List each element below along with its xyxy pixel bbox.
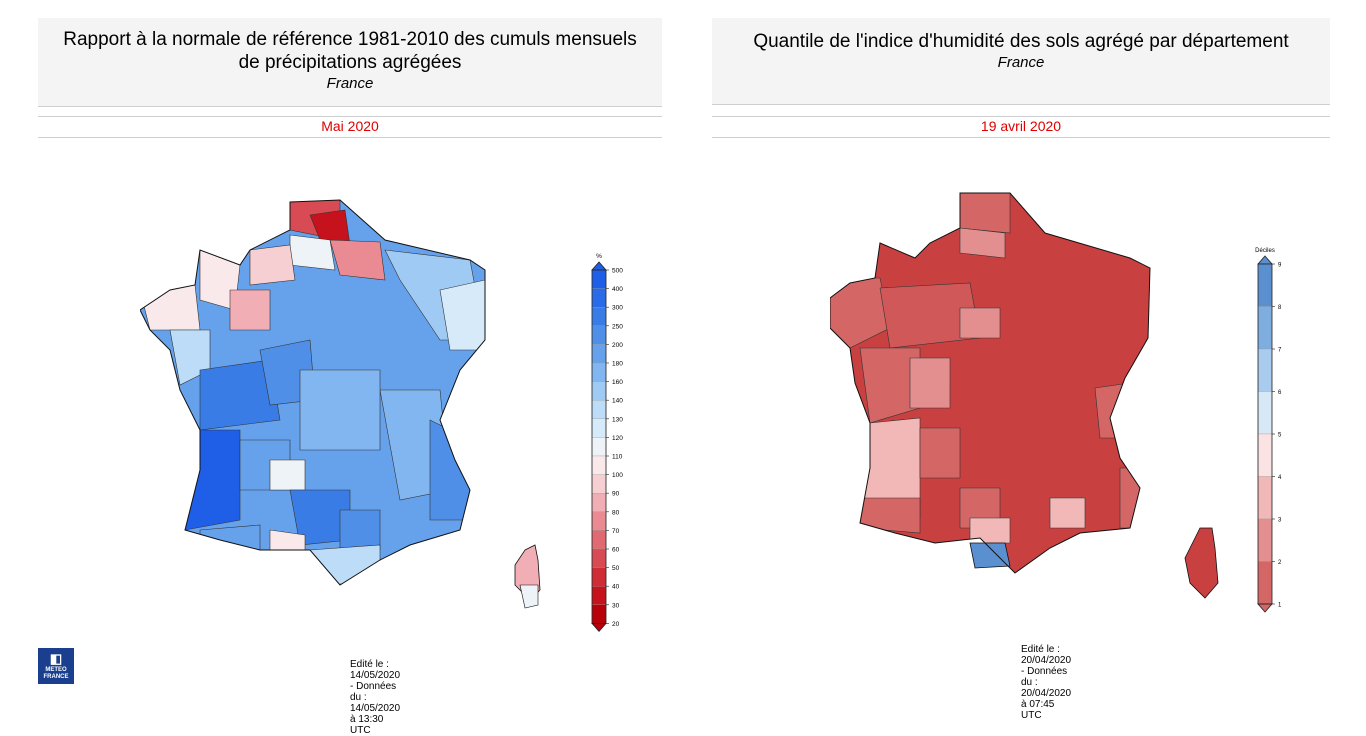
precip-legend-swatch xyxy=(591,381,607,401)
precip-legend-tick-label: 300 xyxy=(612,305,623,312)
precip-legend-tick-label: 80 xyxy=(612,509,620,516)
soil-legend-tick-label: 5 xyxy=(1278,433,1282,439)
precip-legend-tick-label: 140 xyxy=(612,398,623,405)
soil-legend-top-arrow xyxy=(1257,255,1273,265)
precip-legend-frame xyxy=(591,269,607,624)
right-title-line1: Quantile de l'indice d'humidité des sols… xyxy=(753,31,1289,52)
soil-legend-swatch xyxy=(1257,476,1273,520)
left-subtitle: France xyxy=(326,75,374,92)
soil-legend-tick-label: 4 xyxy=(1278,475,1282,481)
precip-legend-swatch xyxy=(591,362,607,382)
precip-legend-swatch xyxy=(591,530,607,550)
precip-legend-swatch xyxy=(591,604,607,624)
right-footer: Edité le : 20/04/2020 - Données du : 20/… xyxy=(1021,644,1072,721)
precip-legend-swatch xyxy=(591,511,607,531)
precip-legend-tick-label: 40 xyxy=(612,584,620,591)
meteo-france-logo: ◧ METEO FRANCE xyxy=(38,648,74,684)
precip-legend-swatch xyxy=(591,269,607,289)
precip-legend-tick-label: 500 xyxy=(612,268,623,275)
precip-legend-swatch xyxy=(591,288,607,308)
precip-legend-top-arrow xyxy=(591,261,607,271)
precip-legend-swatch xyxy=(591,344,607,364)
soil-legend-tick-label: 7 xyxy=(1278,348,1282,354)
soil-legend-bottom-arrow xyxy=(1257,603,1273,613)
precip-legend-tick-label: 110 xyxy=(612,454,623,461)
soil-legend-swatch xyxy=(1257,263,1273,307)
precip-legend-swatch xyxy=(591,548,607,568)
precip-legend-swatch xyxy=(591,437,607,457)
soil-moisture-legend: Déciles 9 8 7 6 5 4 3 2 1 xyxy=(1255,248,1282,613)
soil-legend-swatch xyxy=(1257,433,1273,477)
precip-legend-tick-label: 160 xyxy=(612,379,623,386)
precip-legend-swatch xyxy=(591,307,607,326)
soil-legend-tick-label: 2 xyxy=(1278,560,1282,566)
left-footer: Edité le : 14/05/2020 - Données du : 14/… xyxy=(350,659,401,736)
precip-legend-swatch xyxy=(591,493,607,512)
logo-text-1: METEO xyxy=(45,667,67,673)
precip-legend-bottom-arrow xyxy=(591,622,607,633)
precip-legend-swatch xyxy=(591,474,607,494)
soil-legend-swatch xyxy=(1257,391,1273,435)
soil-legend-tick-label: 1 xyxy=(1278,603,1282,609)
right-title-box: Quantile de l'indice d'humidité des sols… xyxy=(712,18,1330,105)
precip-legend-tick-label: 60 xyxy=(612,547,620,554)
precip-legend-tick-label: 20 xyxy=(612,621,620,628)
logo-text-2: FRANCE xyxy=(43,674,69,680)
precip-legend-tick-label: 100 xyxy=(612,472,623,479)
precip-legend-swatch xyxy=(591,567,607,587)
soil-legend-unit: Déciles xyxy=(1255,248,1275,254)
precip-legend-unit: % xyxy=(596,253,602,260)
precip-legend-tick-label: 200 xyxy=(612,342,623,349)
left-title-line1: Rapport à la normale de référence 1981-2… xyxy=(63,29,637,50)
soil-legend-swatch xyxy=(1257,561,1273,605)
right-date: 19 avril 2020 xyxy=(712,116,1330,138)
meteo-france-logo-glyph: ◧ xyxy=(49,651,63,666)
precip-legend-tick-label: 130 xyxy=(612,416,623,423)
soil-legend-tick-label: 6 xyxy=(1278,390,1282,396)
soil-legend-swatch xyxy=(1257,518,1273,562)
soil-legend-swatch xyxy=(1257,348,1273,392)
left-title-line2: de précipitations agrégées xyxy=(238,52,462,73)
left-date: Mai 2020 xyxy=(38,116,662,138)
soil-legend-tick-label: 9 xyxy=(1278,263,1282,269)
precip-legend-tick-label: 180 xyxy=(612,361,623,368)
precip-legend-swatch xyxy=(591,455,607,475)
precip-legend-tick-label: 50 xyxy=(612,565,620,572)
precip-legend-tick-label: 70 xyxy=(612,528,620,535)
soil-legend-swatch xyxy=(1257,306,1273,350)
precip-legend-tick-label: 250 xyxy=(612,323,623,330)
soil-legend-tick-label: 3 xyxy=(1278,518,1282,524)
precip-legend-swatch xyxy=(591,586,607,605)
precip-legend-tick-label: 120 xyxy=(612,435,623,442)
precip-legend-tick-label: 400 xyxy=(612,286,623,293)
precip-legend-swatch xyxy=(591,400,607,419)
precip-legend-tick-label: 90 xyxy=(612,491,620,498)
precip-legend-swatch xyxy=(591,325,607,345)
precip-legend-tick-label: 30 xyxy=(612,602,620,609)
precipitation-map xyxy=(140,199,541,609)
right-subtitle: France xyxy=(997,54,1045,71)
left-title-box: Rapport à la normale de référence 1981-2… xyxy=(38,18,662,107)
precipitation-legend: % 500 400 300 250 200 180 160 140 130 120 110 100 90 8… xyxy=(591,253,623,633)
soil-moisture-map xyxy=(830,192,1219,599)
soil-legend-tick-label: 8 xyxy=(1278,305,1282,311)
precip-legend-swatch xyxy=(591,418,607,438)
